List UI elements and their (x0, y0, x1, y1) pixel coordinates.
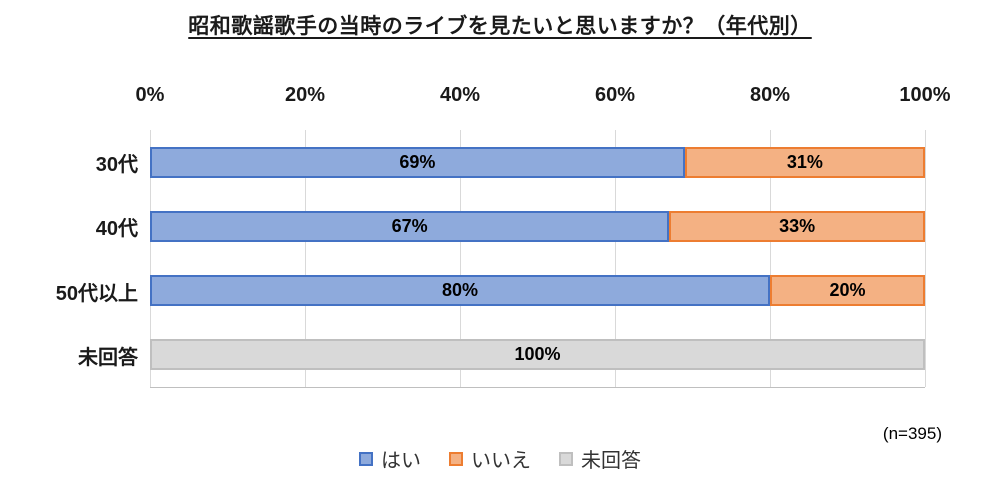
legend-swatch (449, 451, 463, 466)
category-label: 30代 (95, 153, 138, 176)
bar-value-label: 69% (399, 151, 436, 172)
bar-row: 69% 31% (150, 130, 925, 194)
legend-label: はい (381, 450, 421, 472)
bar-row: 67% 33% (150, 194, 925, 258)
bar-row: 100% (150, 323, 925, 387)
legend-item: 未回答 (559, 444, 641, 473)
plot-area: 69% 31% 67% 33% 80% 20% 100% (150, 130, 926, 388)
legend-item: いいえ (449, 444, 531, 473)
legend-swatch (559, 451, 573, 466)
gridline (305, 130, 306, 387)
legend-swatch (359, 451, 373, 466)
x-axis-tick-label: 80% (749, 84, 791, 106)
bar-value-label: 33% (779, 215, 816, 236)
bar-value-label: 100% (514, 344, 561, 365)
bars: 69% 31% 67% 33% 80% 20% 100% (150, 130, 925, 387)
x-axis-tick-label: 60% (594, 84, 636, 106)
category-label: 未回答 (78, 347, 138, 370)
x-axis-tick-label: 100% (899, 84, 951, 106)
gridline (770, 130, 771, 387)
bar-segment: 33% (669, 210, 925, 242)
bar-row: 80% 20% (150, 259, 925, 323)
bar-segment: 100% (150, 339, 925, 371)
chart-title: 昭和歌謡歌手の当時のライブを見たいと思いますか？（年代別） (188, 15, 812, 38)
category-labels: 30代 40代 50代以上未回答 (0, 130, 138, 388)
bar-segment: 20% (770, 275, 925, 307)
bar-segment: 31% (684, 146, 925, 178)
x-axis-tick-label: 40% (439, 84, 481, 106)
bar-value-label: 20% (829, 280, 866, 301)
x-axis-tick-label: 20% (284, 84, 326, 106)
bar-segment: 69% (150, 146, 685, 178)
bar-value-label: 80% (441, 280, 479, 301)
gridline (150, 130, 151, 387)
bar-segment: 80% (150, 275, 770, 307)
bar-segment: 67% (150, 210, 670, 242)
legend-item: はい (359, 444, 421, 473)
bar-value-label: 67% (391, 215, 428, 236)
sample-size-note: (n=395) (882, 424, 942, 443)
x-axis: 0% 20% 40% 60% 80% 100% (136, 84, 951, 112)
gridline (460, 130, 461, 387)
legend: はい いいえ 未回答 (0, 444, 1000, 473)
category-label: 40代 (95, 218, 138, 241)
gridline (615, 130, 616, 387)
legend-label: 未回答 (581, 450, 641, 472)
legend-label: いいえ (471, 450, 531, 472)
category-label: 50代以上 (55, 282, 138, 305)
gridline (925, 130, 926, 387)
bar-value-label: 31% (786, 151, 823, 172)
x-axis-tick-label: 0% (135, 84, 165, 106)
